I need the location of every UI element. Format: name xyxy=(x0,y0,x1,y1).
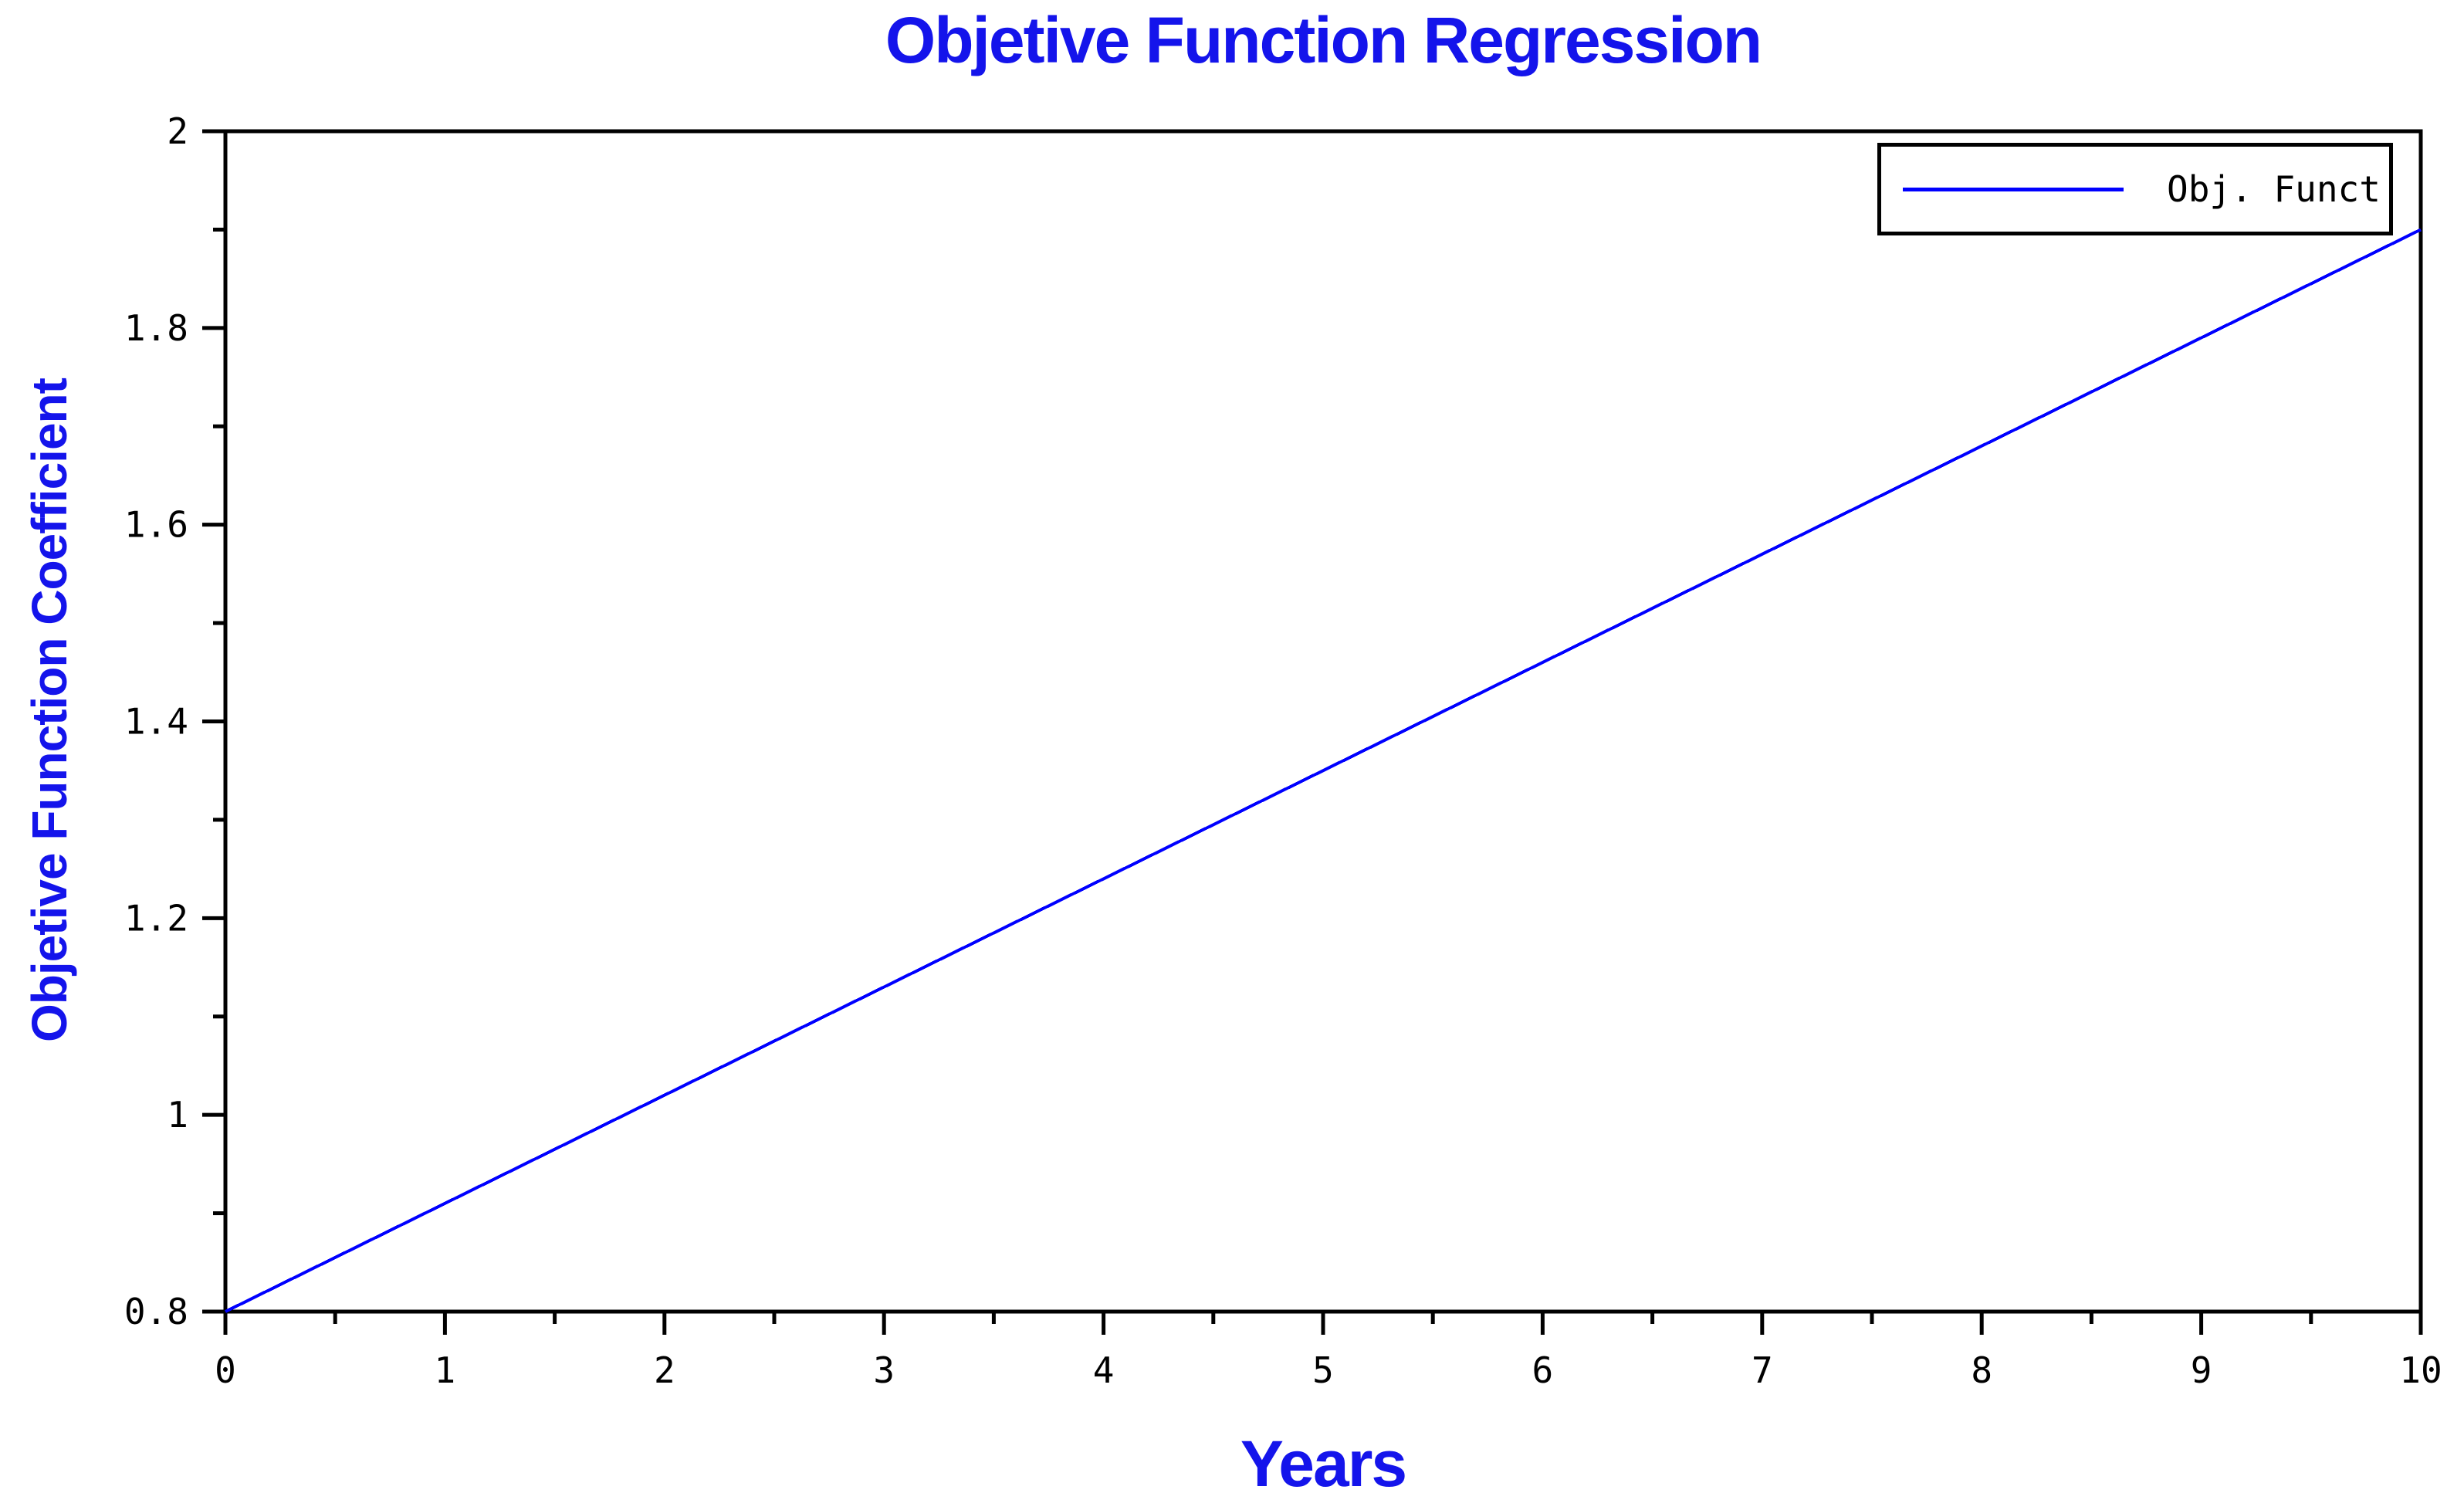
chart-title: Objetive Function Regression xyxy=(885,4,1762,76)
y-axis-tick-label: 2 xyxy=(167,110,188,152)
x-axis-tick-label: 6 xyxy=(1532,1349,1554,1391)
x-axis-tick-label: 8 xyxy=(1971,1349,1992,1391)
x-axis-tick-label: 1 xyxy=(435,1349,456,1391)
y-axis-tick-label: 1.2 xyxy=(124,897,188,939)
legend: Obj. Funct xyxy=(1877,143,2393,235)
x-axis-tick-label: 4 xyxy=(1093,1349,1115,1391)
y-axis-tick-label: 1.4 xyxy=(124,701,188,743)
plot-border xyxy=(223,129,2423,1314)
x-axis-tick-label: 0 xyxy=(215,1349,236,1391)
y-axis-tick-label: 1.8 xyxy=(124,307,188,349)
y-axis-tick-label: 0.8 xyxy=(124,1291,188,1332)
y-axis-tick-label: 1 xyxy=(167,1094,188,1136)
legend-entry-label: Obj. Funct xyxy=(2167,168,2381,210)
x-axis-tick-label: 10 xyxy=(2399,1349,2442,1391)
x-axis-tick-label: 9 xyxy=(2191,1349,2212,1391)
x-axis-title: Years xyxy=(1240,1427,1407,1500)
legend-line-sample-icon xyxy=(1903,187,2124,191)
y-axis-tick-label: 1.6 xyxy=(124,504,188,546)
y-axis-title: Objetive Function Coefficient xyxy=(22,378,77,1042)
x-axis-tick-label: 2 xyxy=(654,1349,675,1391)
x-axis-tick-label: 7 xyxy=(1752,1349,1773,1391)
series-line-obj-funct xyxy=(225,228,2422,1313)
x-axis-tick-label: 3 xyxy=(873,1349,895,1391)
x-axis-tick-label: 5 xyxy=(1312,1349,1334,1391)
